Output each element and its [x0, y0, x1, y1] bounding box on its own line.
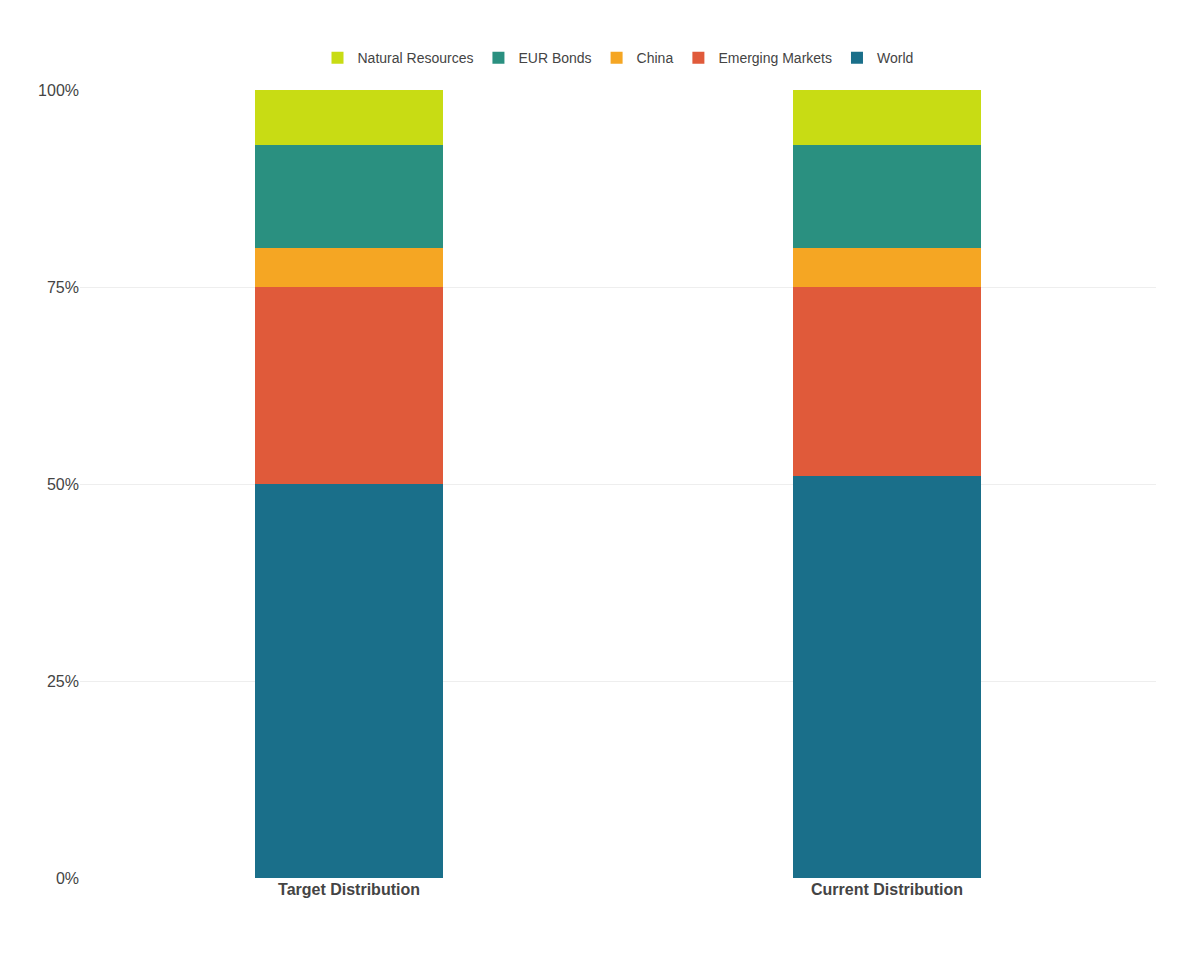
svg-text:EUR Bonds: EUR Bonds	[518, 50, 591, 66]
svg-text:Current Distribution: Current Distribution	[811, 881, 963, 898]
svg-text:Target Distribution: Target Distribution	[278, 881, 420, 898]
svg-text:25%: 25%	[47, 673, 79, 690]
svg-text:100%: 100%	[38, 82, 79, 99]
svg-text:0%: 0%	[56, 870, 79, 887]
svg-text:Natural Resources: Natural Resources	[358, 50, 474, 66]
svg-text:China: China	[637, 50, 674, 66]
svg-text:75%: 75%	[47, 279, 79, 296]
svg-text:50%: 50%	[47, 476, 79, 493]
svg-text:Emerging Markets: Emerging Markets	[718, 50, 832, 66]
svg-text:World: World	[877, 50, 913, 66]
